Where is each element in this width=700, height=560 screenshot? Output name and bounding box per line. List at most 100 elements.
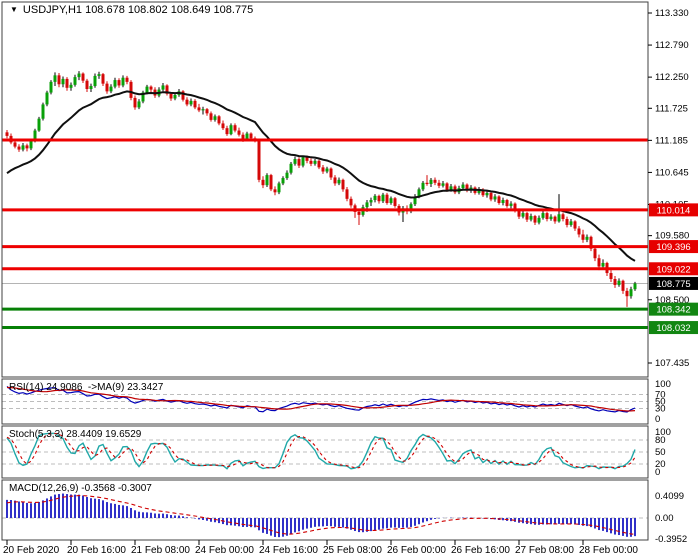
stoch-level-label: 80 (655, 435, 666, 446)
candle-up (21, 145, 25, 150)
candle-up (265, 175, 269, 186)
candle-up (313, 160, 317, 164)
stoch-level-label: 100 (655, 427, 671, 438)
candle-up (213, 116, 217, 120)
candle-up (49, 81, 53, 93)
rsi-ma-line (6, 386, 636, 412)
price-badge-label: 110.014 (657, 205, 691, 216)
candle-down (85, 80, 89, 89)
candle-down (297, 159, 301, 166)
candle-down (385, 194, 389, 203)
candle-up (45, 92, 49, 105)
candle-down (437, 182, 441, 186)
stoch-k-line (6, 432, 636, 470)
stoch-level-label: 0 (655, 467, 660, 478)
candle-up (161, 85, 165, 90)
candle-up (109, 86, 113, 92)
candle-down (589, 236, 593, 249)
candle-up (53, 75, 57, 82)
candle-up (537, 217, 541, 223)
candle-down (553, 216, 557, 222)
candle-down (273, 189, 277, 193)
candle-down (533, 216, 537, 223)
candle-down (57, 75, 61, 85)
candle-up (141, 92, 145, 102)
candle-up (449, 186, 453, 190)
candle-down (125, 77, 129, 82)
price-badge-label: 108.032 (656, 323, 690, 334)
candle-down (309, 160, 313, 164)
candle-up (541, 213, 545, 218)
candle-down (169, 93, 173, 99)
time-axis: 20 Feb 2020 20 Feb 16:00 21 Feb 08:00 24 Fe… (3, 540, 638, 556)
candle-up (381, 194, 385, 202)
candle-down (393, 198, 397, 206)
candle-down (433, 179, 437, 183)
candle-down (205, 109, 209, 114)
price-axis-label: 110.645 (655, 167, 689, 178)
candle-up (601, 262, 605, 267)
price-axis: 113.330 112.790 112.250 111.725 111.185 110.6… (648, 8, 689, 545)
candle-up (461, 184, 465, 189)
time-axis-label: 24 Feb 00:00 (195, 545, 254, 556)
chart-header: ▼ USDJPY,H1 108.678 108.802 108.649 108.7… (10, 4, 253, 16)
candle-up (485, 192, 489, 196)
time-axis-label: 27 Feb 08:00 (515, 545, 574, 556)
candle-up (77, 73, 81, 78)
time-axis-label: 20 Feb 16:00 (67, 545, 126, 556)
candle-down (345, 189, 349, 199)
candle-down (377, 195, 381, 202)
candle-down (329, 168, 333, 178)
candle-up (29, 141, 33, 149)
stoch-pane-title: Stoch(5,3,3) 28.4409 19.6529 (9, 429, 142, 440)
candle-up (389, 198, 393, 203)
candle-down (257, 140, 261, 180)
candle-up (245, 133, 249, 141)
candle-up (41, 104, 45, 119)
candle-down (341, 179, 345, 190)
candle-down (489, 192, 493, 200)
price-badge-label: 108.342 (656, 305, 690, 316)
candle-up (61, 78, 65, 85)
price-badge-label: 108.775 (656, 279, 690, 290)
price-axis-label: 111.185 (655, 135, 688, 146)
macd-pane-title: MACD(12,26,9) -0.3568 -0.3007 (9, 483, 152, 494)
candle-up (633, 283, 637, 290)
candle-up (189, 100, 193, 105)
candle-up (585, 236, 589, 240)
candle-up (365, 202, 369, 208)
candle-up (113, 80, 117, 87)
symbol-dropdown-icon[interactable]: ▼ (10, 5, 18, 14)
rsi-level-label: 70 (655, 390, 666, 401)
candle-down (269, 175, 273, 190)
candle-down (581, 234, 585, 240)
price-badge-label: 109.396 (656, 242, 690, 253)
candle-down (65, 78, 69, 88)
price-line-badge (649, 321, 698, 335)
candle-down (249, 133, 253, 139)
candle-down (233, 125, 237, 131)
rsi-pane-title: RSI(14) 24.9086 ->MA(9) 23.3427 (9, 382, 164, 393)
candle-up (37, 118, 41, 131)
candle-down (237, 130, 241, 135)
stochastic-pane (2, 432, 648, 470)
macd-signal-line (6, 495, 636, 535)
candle-up (617, 280, 621, 285)
macd-level-label: 0.4099 (655, 491, 684, 502)
candle-up (521, 213, 525, 217)
candle-down (357, 211, 361, 215)
macd-level-label: -0.3952 (655, 534, 687, 545)
candle-up (201, 109, 205, 111)
candle-up (289, 163, 293, 173)
candle-down (241, 134, 245, 141)
candle-down (129, 81, 133, 98)
candle-down (453, 186, 457, 193)
candle-down (181, 91, 185, 100)
candle-down (197, 107, 201, 111)
candle-down (333, 177, 337, 184)
candle-down (209, 113, 213, 120)
candle-down (525, 213, 529, 220)
candle-up (137, 101, 141, 108)
